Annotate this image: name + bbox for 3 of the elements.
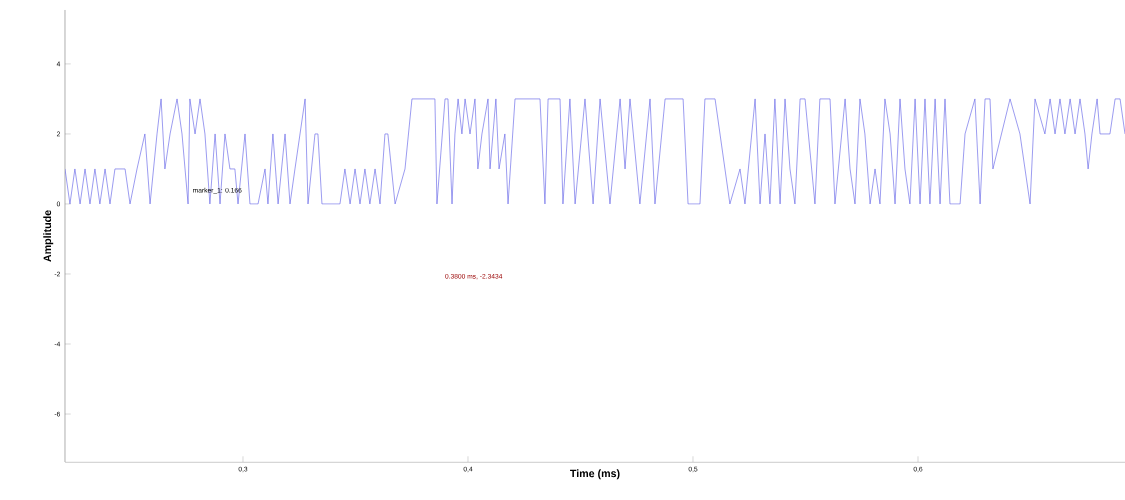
x-axis-title: Time (ms)	[570, 469, 620, 480]
line-series	[65, 98, 1125, 205]
y-axis-title: Amplitude	[43, 210, 54, 262]
